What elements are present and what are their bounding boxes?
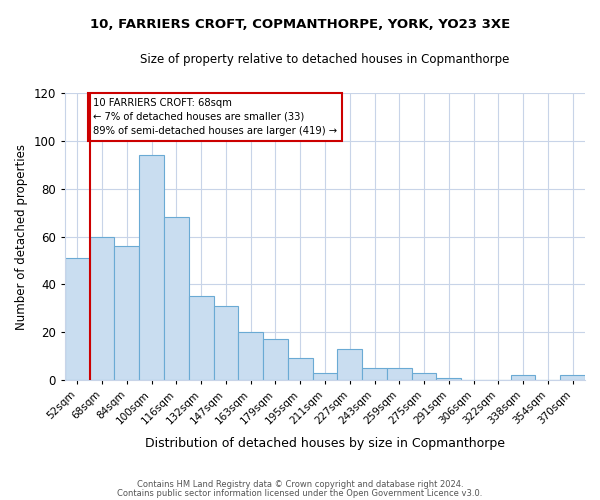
Text: Contains public sector information licensed under the Open Government Licence v3: Contains public sector information licen… — [118, 489, 482, 498]
Bar — [90, 236, 115, 380]
Bar — [214, 306, 238, 380]
Bar — [337, 349, 362, 380]
Bar — [412, 373, 436, 380]
Text: 10 FARRIERS CROFT: 68sqm
← 7% of detached houses are smaller (33)
89% of semi-de: 10 FARRIERS CROFT: 68sqm ← 7% of detache… — [92, 98, 337, 136]
Text: Contains HM Land Registry data © Crown copyright and database right 2024.: Contains HM Land Registry data © Crown c… — [137, 480, 463, 489]
Bar — [164, 218, 189, 380]
Bar — [263, 340, 288, 380]
Bar — [65, 258, 90, 380]
Bar — [238, 332, 263, 380]
Bar — [288, 358, 313, 380]
Bar — [139, 155, 164, 380]
Bar — [560, 375, 585, 380]
Bar — [511, 375, 535, 380]
Bar — [362, 368, 387, 380]
Bar — [313, 373, 337, 380]
Bar — [387, 368, 412, 380]
Bar — [115, 246, 139, 380]
Bar — [436, 378, 461, 380]
X-axis label: Distribution of detached houses by size in Copmanthorpe: Distribution of detached houses by size … — [145, 437, 505, 450]
Title: Size of property relative to detached houses in Copmanthorpe: Size of property relative to detached ho… — [140, 52, 509, 66]
Y-axis label: Number of detached properties: Number of detached properties — [15, 144, 28, 330]
Bar — [189, 296, 214, 380]
Text: 10, FARRIERS CROFT, COPMANTHORPE, YORK, YO23 3XE: 10, FARRIERS CROFT, COPMANTHORPE, YORK, … — [90, 18, 510, 30]
